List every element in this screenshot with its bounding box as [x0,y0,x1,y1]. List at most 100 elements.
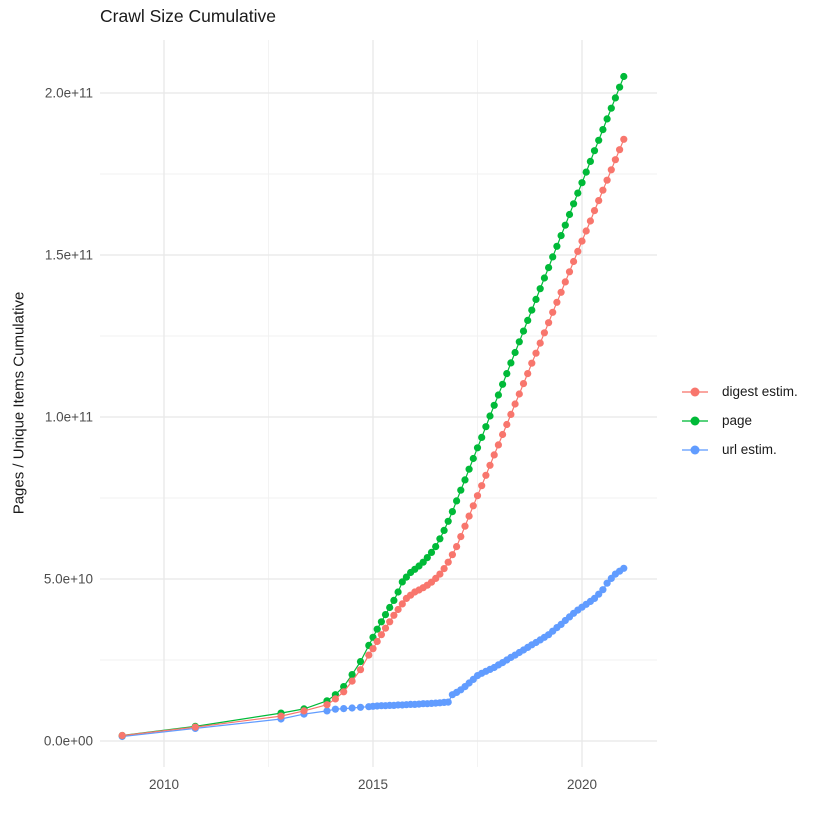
legend-item-page: page [680,406,798,435]
series-point-page [402,573,410,581]
legend-point-icon [690,416,700,425]
series-point-digest-estim- [118,731,126,740]
series-point-page [611,94,620,102]
series-point-page [540,274,549,282]
series-point-url-estim- [603,579,611,587]
y-tick-label: 0.0e+00 [44,734,93,749]
series-point-digest-estim- [570,257,578,266]
series-point-page [381,611,390,619]
series-point-digest-estim- [373,637,381,646]
series-point-digest-estim- [490,451,498,459]
series-point-digest-estim- [469,502,477,510]
legend-item-digest-estim: digest estim. [680,377,798,406]
series-point-digest-estim- [586,217,595,225]
series-point-page [478,433,486,441]
series-point-digest-estim- [394,605,402,614]
legend-point-icon [690,387,700,396]
chart-title: Crawl Size Cumulative [100,6,277,26]
series-point-page [386,603,394,612]
series-point-page [582,168,590,176]
series-point-page [561,221,569,229]
series-point-page [574,189,582,197]
series-point-digest-estim- [365,651,373,659]
series-point-page [432,543,440,551]
y-tick-label: 5.0e+10 [44,572,93,587]
legend-item-url-estim: url estim. [680,435,798,464]
series-point-digest-estim- [578,237,586,245]
series-point-page [499,380,507,388]
series-point-page [532,295,540,303]
series-point-digest-estim- [473,492,482,500]
series-point-page [436,535,444,543]
series-point-digest-estim- [448,551,456,559]
series-point-page [565,210,574,219]
series-point-page [503,370,511,378]
series-point-page [536,285,544,293]
series-point-url-estim- [340,705,348,713]
series-point-url-estim- [348,704,356,712]
series-point-url-estim- [323,707,331,715]
series-point-page [427,548,436,557]
series-point-digest-estim- [511,400,519,408]
series-point-digest-estim- [515,390,523,398]
series-point-page [348,671,356,679]
series-point-page [390,596,398,605]
series-point-page [373,625,381,633]
series-point-digest-estim- [507,410,515,418]
series-point-digest-estim- [549,308,557,316]
series-point-page [465,465,473,473]
series-point-digest-estim- [478,482,486,490]
series-point-digest-estim- [607,166,615,174]
series-point-page [356,658,365,666]
series-point-digest-estim- [565,268,574,276]
legend-label: page [722,413,753,428]
series-point-digest-estim- [611,156,620,164]
legend-label: digest estim. [722,384,798,399]
series-point-page [528,306,536,314]
series-point-page [494,391,502,399]
series-point-digest-estim- [482,471,490,479]
series-point-digest-estim- [532,349,540,357]
series-point-url-estim- [599,586,607,594]
series-point-digest-estim- [561,278,569,286]
series-point-digest-estim- [356,666,365,674]
series-point-page [419,558,427,566]
series-point-digest-estim- [300,707,308,715]
series-point-page [448,508,456,516]
series-point-digest-estim- [494,441,502,449]
series-point-page [557,232,565,240]
series-point-page [511,348,519,357]
series-point-page [553,242,561,250]
series-point-digest-estim- [620,135,628,143]
series-point-page [599,126,607,134]
series-point-digest-estim- [398,600,406,608]
series-point-page [603,115,611,123]
series-point-page [394,588,402,596]
series-point-digest-estim- [323,701,331,709]
series-point-digest-estim- [603,176,611,184]
legend-key-digest-estim [680,384,710,400]
series-point-digest-estim- [528,359,536,367]
legend-key-page [680,413,710,429]
series-point-digest-estim- [553,298,561,306]
series-point-digest-estim- [519,380,528,388]
series-point-url-estim- [331,705,339,713]
series-point-page [473,444,482,452]
series-point-digest-estim- [503,420,511,429]
series-point-page [586,157,595,165]
series-point-digest-estim- [340,688,348,696]
series-point-page [545,264,553,272]
series-point-url-estim- [620,564,628,572]
series-point-digest-estim- [386,618,394,626]
legend-label: url estim. [722,442,777,457]
series-point-page [515,338,523,346]
series-point-digest-estim- [536,339,544,347]
series-point-digest-estim- [524,370,532,378]
legend-point-icon [690,445,700,454]
series-point-digest-estim- [381,624,390,632]
series-point-page [524,316,532,324]
series-point-page [607,104,615,112]
y-axis-title: Pages / Unique Items Cumulative [10,291,28,515]
